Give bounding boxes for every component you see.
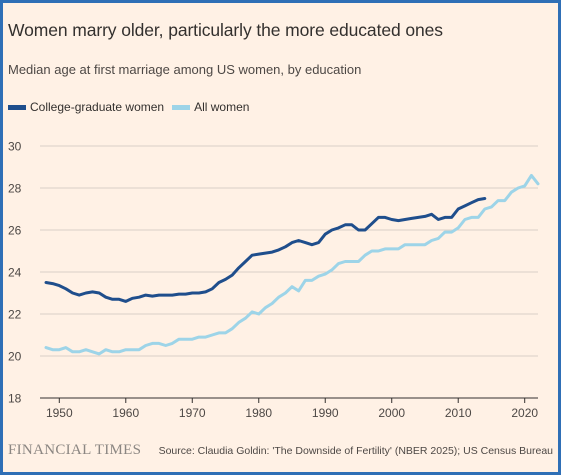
legend-item-all: All women (172, 100, 249, 114)
chart-title: Women marry older, particularly the more… (8, 20, 443, 40)
axis-layer: 18 20 22 24 26 28 30 1950 1960 1970 1980 1990 2000 20… (8, 140, 538, 421)
x-tick-label-1980: 1980 (245, 406, 272, 420)
y-tick-label-28: 28 (8, 182, 22, 196)
legend-item-college: College-graduate women (8, 100, 164, 114)
legend-label-college: College-graduate women (30, 100, 165, 114)
x-tick-label-2020: 2020 (511, 406, 538, 420)
x-tick-label-1990: 1990 (312, 406, 339, 420)
legend-swatch-all (172, 104, 191, 110)
x-tick-label-1960: 1960 (112, 406, 139, 420)
y-tick-label-22: 22 (8, 308, 22, 322)
x-tick-label-1970: 1970 (179, 406, 206, 420)
grid-layer (40, 145, 538, 357)
series-line-college-graduate-women (44, 197, 487, 303)
y-tick-label-24: 24 (8, 266, 22, 280)
x-tick-label-2000: 2000 (378, 406, 405, 420)
series-line-all-women (44, 173, 540, 356)
legend: College-graduate women All women (8, 100, 257, 114)
legend-swatch-college (8, 104, 26, 110)
legend-label-all: All women (194, 100, 250, 114)
y-tick-label-26: 26 (8, 224, 22, 238)
source-note: Source: Claudia Goldin: 'The Downside of… (158, 445, 553, 457)
x-tick-label-1950: 1950 (46, 406, 73, 420)
x-tick-label-2010: 2010 (445, 406, 472, 420)
series-layer (44, 173, 540, 356)
y-tick-label-18: 18 (8, 392, 22, 406)
chart-subtitle: Median age at first marriage among US wo… (8, 62, 362, 77)
ft-brand-logo: FINANCIAL TIMES (8, 442, 142, 458)
y-tick-label-30: 30 (8, 140, 22, 154)
y-tick-label-20: 20 (8, 350, 22, 364)
